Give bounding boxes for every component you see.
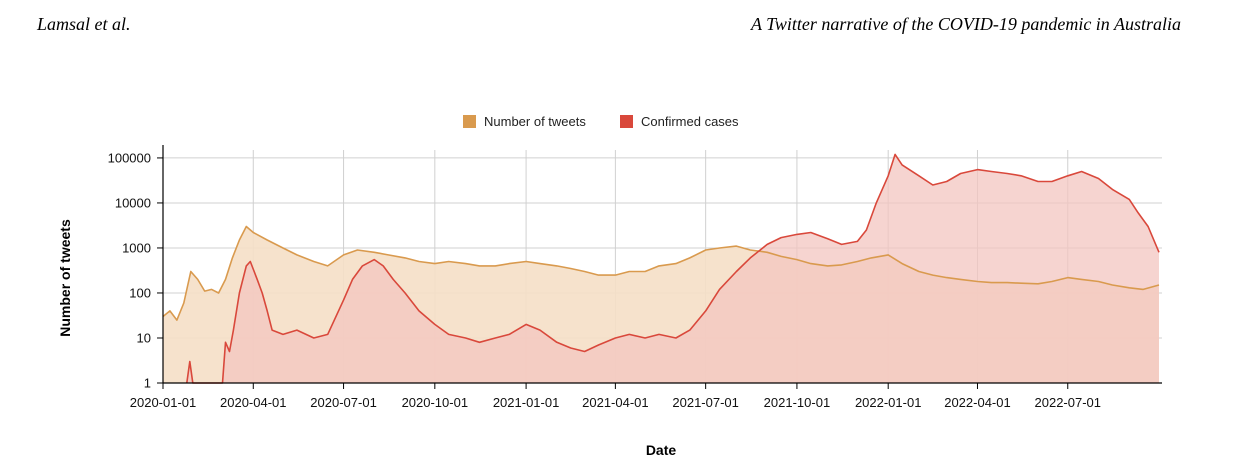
x-tick-labels: 2020-01-01 2020-04-01 2020-07-01 2020-10-01… — [130, 395, 1101, 410]
legend-label-cases: Confirmed cases — [641, 114, 739, 129]
x-tick-label: 2020-04-01 — [220, 395, 287, 410]
series-line-cases — [186, 153, 1160, 384]
x-tick-label: 2021-04-01 — [582, 395, 649, 410]
y-tick-label: 100 — [129, 285, 151, 300]
y-tick-label: 1000 — [122, 240, 151, 255]
x-tick-label: 2021-01-01 — [493, 395, 560, 410]
header-authors: Lamsal et al. — [37, 14, 131, 34]
y-tick-labels: 1 10 100 1000 10000 100000 — [108, 150, 151, 390]
x-tick-label: 2022-01-01 — [855, 395, 922, 410]
x-tick-label: 2022-07-01 — [1035, 395, 1102, 410]
legend-label-tweets: Number of tweets — [484, 114, 586, 129]
legend-swatch-tweets — [463, 115, 476, 128]
x-tick-label: 2020-07-01 — [310, 395, 377, 410]
x-tick-label: 2022-04-01 — [944, 395, 1011, 410]
x-axis-label: Date — [646, 442, 677, 458]
legend: Number of tweets Confirmed cases — [463, 114, 739, 129]
y-tick-label: 1 — [144, 376, 151, 391]
x-tick-label: 2020-01-01 — [130, 395, 197, 410]
y-tick-label: 10000 — [115, 195, 151, 210]
series-area-cases — [186, 154, 1160, 383]
y-tick-label: 10 — [137, 330, 151, 345]
x-tick-label: 2021-07-01 — [672, 395, 739, 410]
x-tick-label: 2021-10-01 — [764, 395, 831, 410]
legend-swatch-cases — [620, 115, 633, 128]
y-axis-label: Number of tweets — [57, 219, 73, 337]
series-line-tweets — [162, 225, 1160, 321]
axes — [157, 145, 1162, 389]
y-tick-label: 100000 — [108, 150, 151, 165]
series-areas — [163, 154, 1160, 383]
x-tick-label: 2020-10-01 — [402, 395, 469, 410]
series-lines — [162, 153, 1160, 384]
header-title: A Twitter narrative of the COVID-19 pand… — [751, 14, 1181, 34]
